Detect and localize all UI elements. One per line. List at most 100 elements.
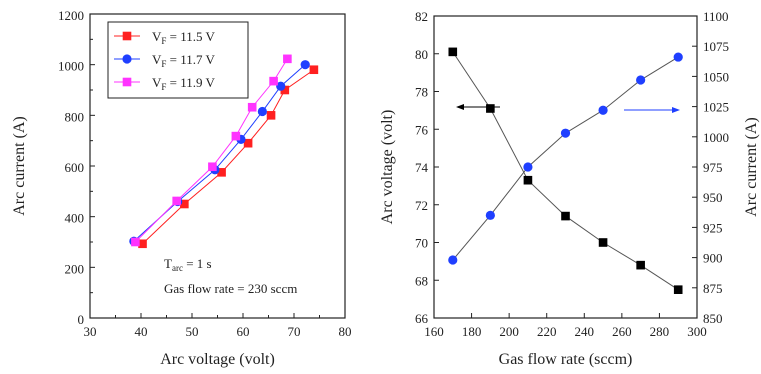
- arrow-head: [456, 104, 464, 110]
- annotation-gas-flow: Gas flow rate = 230 sccm: [164, 281, 297, 296]
- legend: VF = 11.5 V VF = 11.7 V VF = 11.9 V: [107, 21, 249, 99]
- data-point: [131, 237, 140, 247]
- data-point: [257, 106, 267, 117]
- y-tick-label: 66: [415, 311, 429, 326]
- data-point: [560, 128, 571, 138]
- x-axis-ticks: 160 180 200 220 240 260 280 300: [424, 313, 707, 339]
- x-tick-label: 200: [499, 324, 519, 339]
- y-tick-label: 74: [415, 160, 429, 175]
- annotation-arc-time: Tarc = 1 s: [164, 256, 212, 273]
- data-point: [280, 85, 290, 95]
- y-tick-label: 800: [65, 109, 85, 124]
- data-point: [300, 60, 310, 70]
- x-tick-label: 160: [424, 324, 444, 339]
- data-point: [138, 239, 147, 249]
- y2-tick-label: 1050: [703, 69, 729, 84]
- arrow-head: [672, 107, 680, 113]
- data-point: [266, 111, 276, 120]
- data-point: [208, 162, 217, 172]
- x-tick-label: 60: [237, 324, 250, 339]
- y-tick-label: 68: [415, 273, 428, 288]
- data-point: [276, 81, 286, 91]
- x-axis-label: Gas flow rate (sccm): [499, 351, 633, 368]
- data-point: [485, 210, 495, 220]
- data-point: [448, 255, 458, 265]
- legend-entry: VF = 11.9 V: [114, 75, 216, 92]
- series-line: [452, 56, 679, 261]
- data-point: [283, 54, 292, 64]
- y-tick-label: 76: [415, 122, 429, 137]
- x-tick-label: 30: [84, 324, 97, 339]
- y-tick-label: 72: [415, 198, 428, 213]
- series-2: [448, 52, 683, 265]
- data-point: [269, 76, 278, 86]
- y2-axis-label: Arc current (A): [743, 117, 760, 217]
- data-point: [636, 75, 646, 85]
- x-tick-label: 80: [339, 324, 352, 339]
- series-1: [448, 47, 683, 294]
- y2-tick-label: 900: [703, 251, 723, 266]
- y2-tick-label: 875: [703, 281, 723, 296]
- x-tick-label: 240: [575, 324, 595, 339]
- y2-tick-label: 1000: [703, 130, 729, 145]
- data-point: [523, 175, 533, 185]
- legend-label: VF = 11.7 V: [152, 52, 216, 69]
- x-tick-label: 220: [537, 324, 557, 339]
- x-tick-label: 40: [135, 324, 148, 339]
- data-point: [217, 168, 226, 177]
- y2-tick-label: 1100: [703, 9, 729, 24]
- data-point: [636, 260, 645, 270]
- y-tick-label: 400: [65, 211, 85, 226]
- legend-label: VF = 11.5 V: [152, 29, 216, 46]
- data-point: [598, 105, 608, 115]
- series-group: [448, 47, 683, 294]
- y-axis-label: Arc current (A): [11, 116, 28, 216]
- series-3: [131, 54, 292, 247]
- data-point: [247, 102, 257, 112]
- y2-tick-label: 1025: [703, 100, 729, 115]
- x-tick-label: 70: [288, 324, 301, 339]
- plot-frame: [433, 15, 698, 319]
- chart-voltage-current-vs-flow: 160 180 200 220 240 260 280 300 66 68 70 72 74 76 78 8…: [379, 9, 760, 368]
- x-axis-ticks: 30 40 50 60 70 80: [84, 313, 352, 339]
- y2-tick-label: 850: [703, 311, 723, 326]
- legend-entry: VF = 11.7 V: [114, 52, 216, 69]
- y2-axis-ticks: 850 875 900 925 950 975 1000 1025 1050 1075 1100: [692, 9, 729, 326]
- data-point: [673, 285, 683, 294]
- legend-marker: [122, 77, 132, 87]
- data-point: [598, 238, 608, 247]
- y-tick-label: 80: [415, 47, 428, 62]
- y-tick-label: 82: [415, 9, 428, 24]
- x-tick-label: 260: [612, 324, 632, 339]
- y-tick-label: 600: [65, 160, 85, 175]
- y-axis-ticks: 66 68 70 72 74 76 78 80 82: [415, 9, 439, 326]
- y-tick-label: 78: [415, 85, 428, 100]
- chart-current-vs-voltage: 30 40 50 60 70 80 0 200 400 600 800 1000 1200 Arc v…: [11, 8, 352, 368]
- y2-tick-label: 1075: [703, 39, 729, 54]
- series-1: [138, 65, 319, 249]
- x-tick-label: 50: [186, 324, 199, 339]
- y-axis-ticks: 0 200 400 600 800 1000 1200: [58, 8, 95, 327]
- y-tick-label: 200: [65, 261, 85, 276]
- data-point: [243, 138, 253, 148]
- series-line: [452, 51, 679, 291]
- x-tick-label: 180: [462, 324, 482, 339]
- data-point: [486, 104, 495, 113]
- data-point: [673, 52, 683, 62]
- y2-tick-label: 950: [703, 190, 723, 205]
- x-axis-label: Arc voltage (volt): [160, 351, 275, 368]
- y-tick-label: 1000: [58, 59, 84, 74]
- y-tick-label: 0: [78, 312, 85, 327]
- legend-marker: [122, 31, 132, 41]
- axis-arrows: [456, 104, 680, 113]
- data-point: [561, 211, 570, 221]
- data-point: [309, 65, 319, 75]
- x-tick-label: 280: [650, 324, 670, 339]
- y-tick-label: 1200: [58, 8, 84, 23]
- data-point: [180, 199, 189, 209]
- legend-entry: VF = 11.5 V: [114, 29, 216, 46]
- y2-tick-label: 975: [703, 160, 723, 175]
- data-point: [523, 162, 533, 172]
- x-tick-label: 300: [687, 324, 707, 339]
